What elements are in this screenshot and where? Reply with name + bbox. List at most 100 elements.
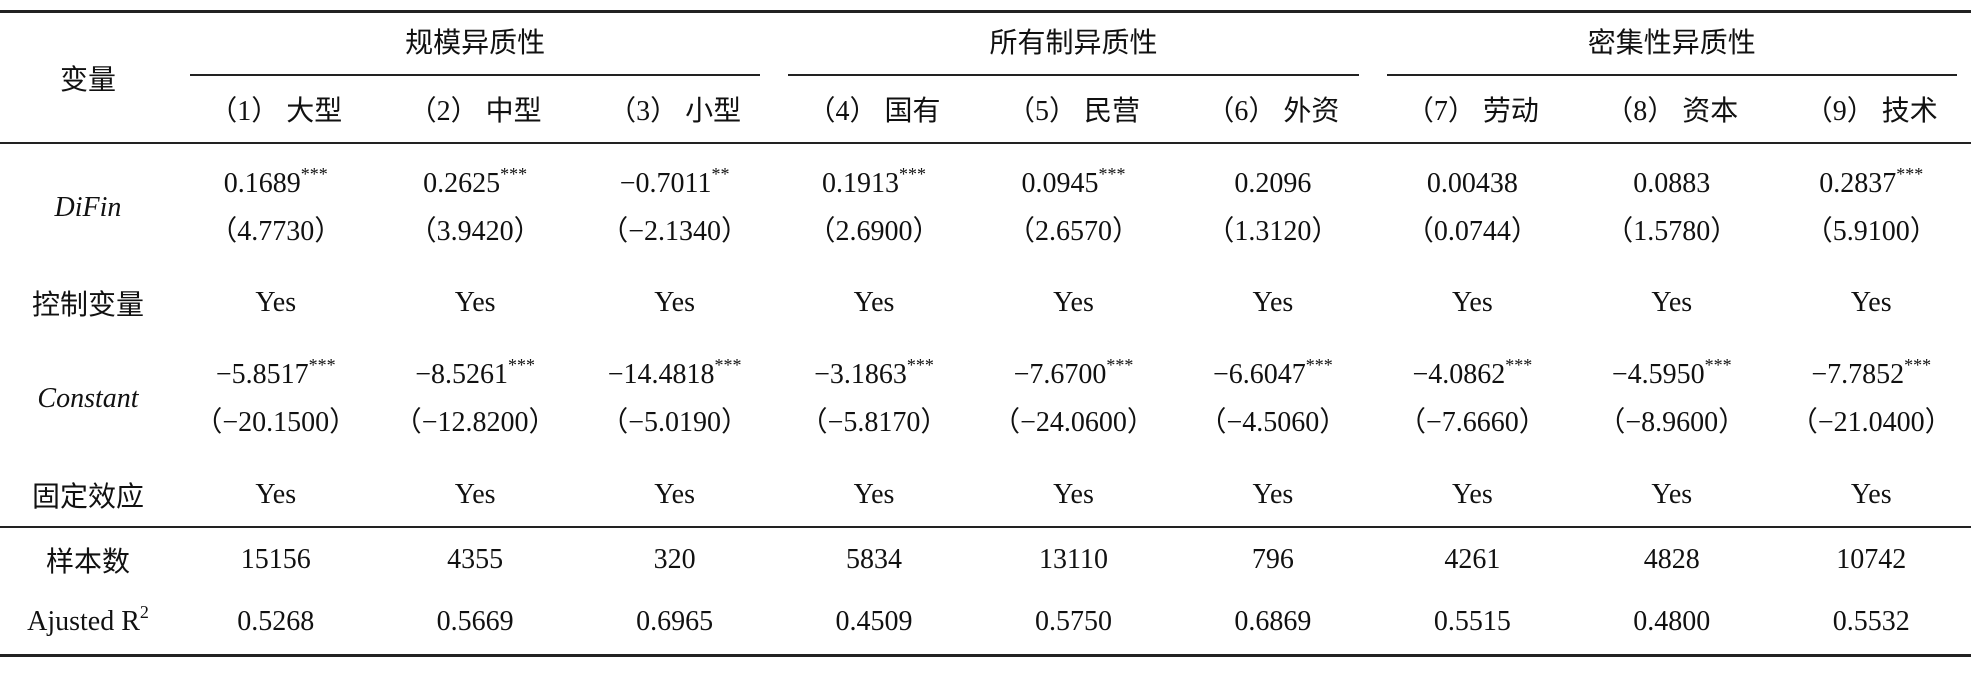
t-stat: （−21.0400）: [1772, 399, 1971, 447]
cell: 0.1913***（2.6900）: [774, 143, 973, 271]
cell: 13110: [974, 527, 1173, 591]
coef: 4261: [1444, 544, 1500, 575]
coef: Yes: [1452, 287, 1493, 318]
stars: ***: [301, 164, 328, 184]
column-header: （8） 资本: [1572, 76, 1771, 143]
row-label-sup: 2: [140, 602, 149, 622]
cell: Yes: [575, 463, 774, 527]
coef-line: 0.2096: [1173, 160, 1372, 208]
group-label: 所有制异质性: [788, 13, 1358, 76]
t-stat: （−20.1500）: [176, 399, 375, 447]
cell: Yes: [375, 271, 574, 335]
coef-line: 0.2625***: [375, 160, 574, 208]
coef-line: −0.7011**: [575, 160, 774, 208]
row-label-text: 样本数: [46, 547, 130, 578]
coef: −4.5950: [1612, 359, 1705, 390]
coef-line: −4.0862***: [1373, 351, 1572, 399]
coef: 0.2625: [423, 168, 500, 199]
coef: Yes: [1253, 479, 1294, 510]
coef-line: Yes: [176, 471, 375, 519]
coef: Yes: [654, 479, 695, 510]
coef-line: 0.4800: [1572, 598, 1771, 646]
stars: ***: [1306, 355, 1333, 375]
coef: 0.5532: [1833, 606, 1910, 637]
coef-line: 796: [1173, 536, 1372, 584]
cell: 0.6965: [575, 591, 774, 655]
cell: Yes: [375, 463, 574, 527]
cell: Yes: [176, 271, 375, 335]
cell: −3.1863***（−5.8170）: [774, 335, 973, 463]
cell: Yes: [1772, 271, 1971, 335]
coef: 0.5669: [437, 606, 514, 637]
t-stat: （−5.8170）: [774, 399, 973, 447]
coef-line: 0.4509: [774, 598, 973, 646]
coef-line: Yes: [176, 279, 375, 327]
coef-line: Yes: [974, 471, 1173, 519]
coef-line: Yes: [774, 279, 973, 327]
cell: 0.2837***（5.9100）: [1772, 143, 1971, 271]
coef-line: −14.4818***: [575, 351, 774, 399]
coef-line: Yes: [1373, 279, 1572, 327]
t-stat: （0.0744）: [1373, 208, 1572, 256]
coef-line: 5834: [774, 536, 973, 584]
cell: Yes: [774, 463, 973, 527]
row-label: Ajusted R2: [0, 591, 176, 655]
coef: 0.0945: [1021, 168, 1098, 199]
cell: Yes: [1572, 271, 1771, 335]
stars: ***: [714, 355, 741, 375]
coef-line: 0.0945***: [974, 160, 1173, 208]
group-label: 规模异质性: [190, 13, 760, 76]
coef: Yes: [455, 287, 496, 318]
coef-line: Yes: [1772, 471, 1971, 519]
coef: Yes: [1253, 287, 1294, 318]
cell: Yes: [1572, 463, 1771, 527]
coef: −0.7011: [620, 168, 712, 199]
stars: ***: [899, 164, 926, 184]
group-header: 规模异质性: [176, 12, 774, 77]
stars: ***: [1505, 355, 1532, 375]
t-stat: （−8.9600）: [1572, 399, 1771, 447]
coef: 0.4509: [836, 606, 913, 637]
row-label-text: 固定效应: [32, 482, 144, 513]
group-label: 密集性异质性: [1387, 13, 1957, 76]
t-stat: （5.9100）: [1772, 208, 1971, 256]
column-header: （2） 中型: [375, 76, 574, 143]
coef: −4.0862: [1412, 359, 1505, 390]
coef-line: 0.5268: [176, 598, 375, 646]
cell: 0.5750: [974, 591, 1173, 655]
cell: Yes: [1173, 271, 1372, 335]
cell: Yes: [974, 271, 1173, 335]
cell: 0.00438（0.0744）: [1373, 143, 1572, 271]
coef: Yes: [854, 479, 895, 510]
coef-line: Yes: [1772, 279, 1971, 327]
coef-line: −7.6700***: [974, 351, 1173, 399]
coef-line: Yes: [1572, 279, 1771, 327]
column-header: （7） 劳动: [1373, 76, 1572, 143]
cell: 0.6869: [1173, 591, 1372, 655]
coef: Yes: [1851, 479, 1892, 510]
coef: Yes: [255, 287, 296, 318]
row-label-text: DiFin: [55, 192, 122, 223]
cell: 0.2096（1.3120）: [1173, 143, 1372, 271]
coef-line: 320: [575, 536, 774, 584]
coef: Yes: [1053, 479, 1094, 510]
row-label: 样本数: [0, 527, 176, 591]
t-stat: （−2.1340）: [575, 208, 774, 256]
coef: Yes: [1053, 287, 1094, 318]
column-header: （6） 外资: [1173, 76, 1372, 143]
coef: 4828: [1644, 544, 1700, 575]
coef: 0.1913: [822, 168, 899, 199]
coef: 10742: [1836, 544, 1906, 575]
t-stat: （−4.5060）: [1173, 399, 1372, 447]
t-stat: （3.9420）: [375, 208, 574, 256]
coef: −5.8517: [216, 359, 309, 390]
cell: 15156: [176, 527, 375, 591]
cell: 0.5532: [1772, 591, 1971, 655]
coef: Yes: [1851, 287, 1892, 318]
stars: ***: [1098, 164, 1125, 184]
coef: Yes: [255, 479, 296, 510]
coef-line: Yes: [774, 471, 973, 519]
coef-line: 0.5515: [1373, 598, 1572, 646]
